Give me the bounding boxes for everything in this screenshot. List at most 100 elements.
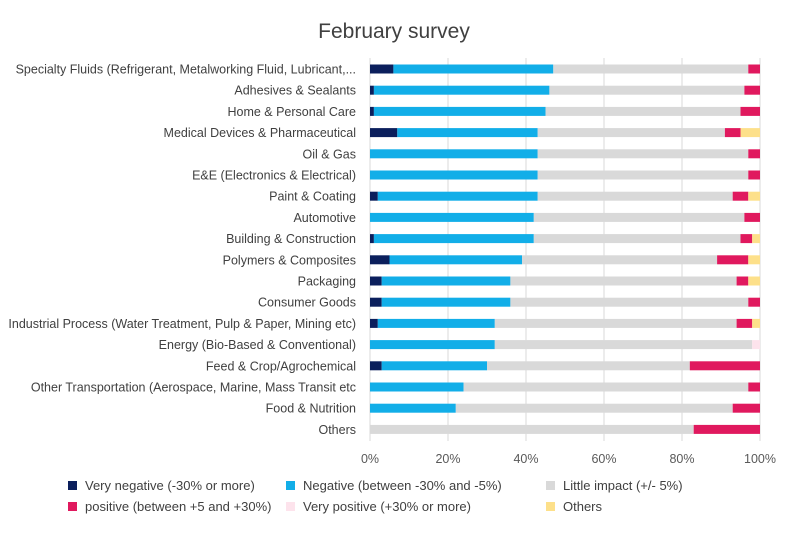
bar-segment — [748, 382, 760, 392]
bar-segment — [545, 106, 741, 116]
bar-segment — [748, 191, 760, 201]
bar-segment — [522, 255, 718, 265]
category-label: Oil & Gas — [303, 147, 357, 161]
bar-segment — [377, 318, 495, 328]
bar-segment — [748, 255, 760, 265]
legend-swatch — [546, 481, 555, 490]
category-label: Industrial Process (Water Treatment, Pul… — [8, 317, 356, 331]
legend-label: Others — [563, 499, 603, 514]
bars — [370, 64, 760, 434]
bar-segment — [537, 170, 749, 180]
bar-segment — [455, 403, 733, 413]
category-label: Others — [318, 423, 356, 437]
x-tick-label: 40% — [513, 452, 538, 466]
legend-item: Others — [546, 499, 766, 514]
bar-segment — [370, 340, 495, 350]
gridlines — [369, 58, 761, 441]
bar-segment — [370, 361, 382, 371]
bar-segment — [744, 212, 760, 222]
category-label: Building & Construction — [226, 232, 356, 246]
category-labels: Specialty Fluids (Refrigerant, Metalwork… — [8, 63, 356, 437]
legend-label: Very negative (-30% or more) — [85, 478, 255, 493]
bar-segment — [740, 106, 760, 116]
bar-segment — [740, 128, 760, 138]
bar-segment — [370, 234, 374, 244]
bar-segment — [370, 276, 382, 286]
bar-segment — [752, 318, 760, 328]
bar-segment — [549, 85, 745, 95]
bar-segment — [463, 382, 749, 392]
bar-segment — [510, 276, 737, 286]
bar-segment — [373, 106, 546, 116]
chart-title: February survey — [318, 20, 470, 43]
legend: Very negative (-30% or more) Negative (be… — [68, 478, 788, 514]
x-tick-label: 0% — [361, 452, 379, 466]
x-tick-label: 60% — [591, 452, 616, 466]
category-label: E&E (Electronics & Electrical) — [192, 169, 356, 183]
bar-segment — [717, 255, 749, 265]
bar-segment — [370, 424, 694, 434]
bar-segment — [689, 361, 760, 371]
bar-segment — [494, 318, 737, 328]
bar-segment — [736, 276, 749, 286]
bar-segment — [370, 403, 456, 413]
legend-item: Little impact (+/- 5%) — [546, 478, 766, 493]
bar-segment — [370, 128, 398, 138]
legend-item: positive (between +5 and +30%) — [68, 499, 286, 514]
category-label: Home & Personal Care — [227, 105, 356, 119]
bar-segment — [748, 64, 760, 74]
bar-segment — [752, 340, 760, 350]
legend-swatch — [286, 502, 295, 511]
bar-segment — [370, 85, 374, 95]
bar-segment — [389, 255, 523, 265]
category-label: Other Transportation (Aerospace, Marine,… — [31, 381, 356, 395]
category-label: Polymers & Composites — [223, 253, 356, 267]
x-tick-label: 80% — [669, 452, 694, 466]
bar-segment — [537, 128, 725, 138]
bar-segment — [494, 340, 753, 350]
legend-item: Very negative (-30% or more) — [68, 478, 286, 493]
bar-segment — [748, 297, 760, 307]
category-label: Adhesives & Sealants — [234, 84, 356, 98]
legend-label: Negative (between -30% and -5%) — [303, 478, 502, 493]
category-label: Paint & Coating — [269, 190, 356, 204]
bar-segment — [370, 382, 464, 392]
category-label: Medical Devices & Pharmaceutical — [164, 126, 356, 140]
x-tick-label: 100% — [744, 452, 776, 466]
legend-label: Little impact (+/- 5%) — [563, 478, 683, 493]
bar-segment — [736, 318, 753, 328]
bar-segment — [370, 318, 378, 328]
bar-segment — [553, 64, 749, 74]
bar-segment — [533, 234, 741, 244]
bar-segment — [732, 403, 760, 413]
bar-segment — [748, 170, 760, 180]
bar-segment — [393, 64, 554, 74]
bar-segment — [370, 106, 374, 116]
bar-segment — [377, 191, 538, 201]
bar-segment — [370, 149, 538, 159]
category-label: Automotive — [293, 211, 356, 225]
bar-segment — [748, 276, 760, 286]
x-axis-ticks: 0% 20% 40% 60% 80% 100% — [361, 452, 776, 466]
legend-swatch — [546, 502, 555, 511]
legend-item: Very positive (+30% or more) — [286, 499, 546, 514]
category-label: Specialty Fluids (Refrigerant, Metalwork… — [16, 63, 356, 77]
bar-segment — [487, 361, 690, 371]
bar-segment — [740, 234, 753, 244]
bar-segment — [373, 85, 550, 95]
bar-segment — [748, 149, 760, 159]
category-label: Consumer Goods — [258, 296, 356, 310]
legend-swatch — [68, 481, 77, 490]
bar-segment — [373, 234, 534, 244]
legend-label: Very positive (+30% or more) — [303, 499, 471, 514]
category-label: Packaging — [298, 275, 356, 289]
legend-item: Negative (between -30% and -5%) — [286, 478, 546, 493]
bar-segment — [370, 255, 390, 265]
bar-segment — [744, 85, 760, 95]
bar-segment — [510, 297, 749, 307]
bar-segment — [381, 361, 487, 371]
legend-swatch — [286, 481, 295, 490]
legend-label: positive (between +5 and +30%) — [85, 499, 272, 514]
bar-segment — [724, 128, 741, 138]
